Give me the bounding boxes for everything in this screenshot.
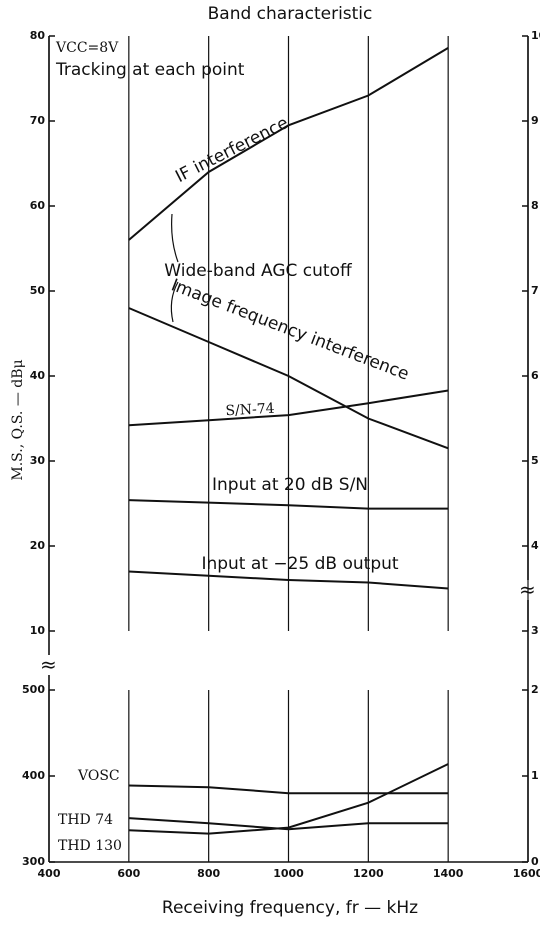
y-tick-label: 80 <box>30 29 46 42</box>
x-tick-label: 400 <box>38 867 61 880</box>
y-tick-label: 300 <box>22 855 45 868</box>
axis-break: ≈ <box>519 578 536 602</box>
y-tick-label: 20 <box>30 539 46 552</box>
x-tick-label: 1200 <box>353 867 384 880</box>
series-line <box>128 784 449 795</box>
y2-tick-label: 9 <box>531 114 539 127</box>
x-axis-label: Receiving frequency, fr — kHz <box>162 898 418 918</box>
y-tick-label: 70 <box>30 114 46 127</box>
x-tick-label: 1600 <box>513 867 540 880</box>
y2-tick-label: 4 <box>531 539 539 552</box>
y2-tick-label: 6 <box>531 369 539 382</box>
series-line <box>128 389 449 427</box>
y-tick-label: 500 <box>22 683 45 696</box>
series-label: VOSC <box>77 768 120 784</box>
series-label: Input at −25 dB output <box>201 554 398 574</box>
y-tick-label: 60 <box>30 199 46 212</box>
series-line <box>128 47 449 241</box>
y-tick-label: 30 <box>30 454 46 467</box>
annotation: Tracking at each point <box>55 60 245 80</box>
y-tick-label: 10 <box>30 624 46 637</box>
series-line <box>128 307 449 450</box>
y2-tick-label: 0 <box>531 855 539 868</box>
y-tick-label: 50 <box>30 284 46 297</box>
series-line <box>128 499 449 510</box>
series-label: THD 130 <box>58 838 122 854</box>
x-tick-label: 1000 <box>273 867 304 880</box>
series-line <box>128 570 449 590</box>
y-tick-label: 400 <box>22 769 45 782</box>
annotation: VCC=8V <box>55 40 119 56</box>
x-tick-label: 1400 <box>433 867 464 880</box>
y2-tick-label: 5 <box>531 454 539 467</box>
y2-tick-label: 1 <box>531 769 539 782</box>
arrow <box>171 213 179 263</box>
y2-tick-label: 2 <box>531 683 539 696</box>
annotation: Wide-band AGC cutoff <box>164 261 353 281</box>
arrow <box>170 281 179 323</box>
series-label: Input at 20 dB S/N <box>212 475 368 495</box>
series-label: IF interference <box>172 113 291 187</box>
series-line <box>128 763 449 835</box>
x-tick-label: 600 <box>117 867 140 880</box>
x-tick-label: 800 <box>197 867 220 880</box>
agc-arrows <box>170 213 179 323</box>
chart-title: Band characteristic <box>208 4 373 24</box>
axis-break: ≈ <box>40 653 57 677</box>
series-line <box>128 817 449 831</box>
series-label: Image frequency interference <box>168 275 411 384</box>
y-axis-label: M.S., Q.S. — dBμ <box>10 359 26 480</box>
y2-tick-label: 8 <box>531 199 539 212</box>
y2-tick-label: 10 <box>531 29 540 42</box>
y2-tick-label: 3 <box>531 624 539 637</box>
series-label: S/N-74 <box>225 401 275 420</box>
series-label: THD 74 <box>58 812 113 828</box>
y2-tick-label: 7 <box>531 284 539 297</box>
y-tick-label: 40 <box>30 369 46 382</box>
